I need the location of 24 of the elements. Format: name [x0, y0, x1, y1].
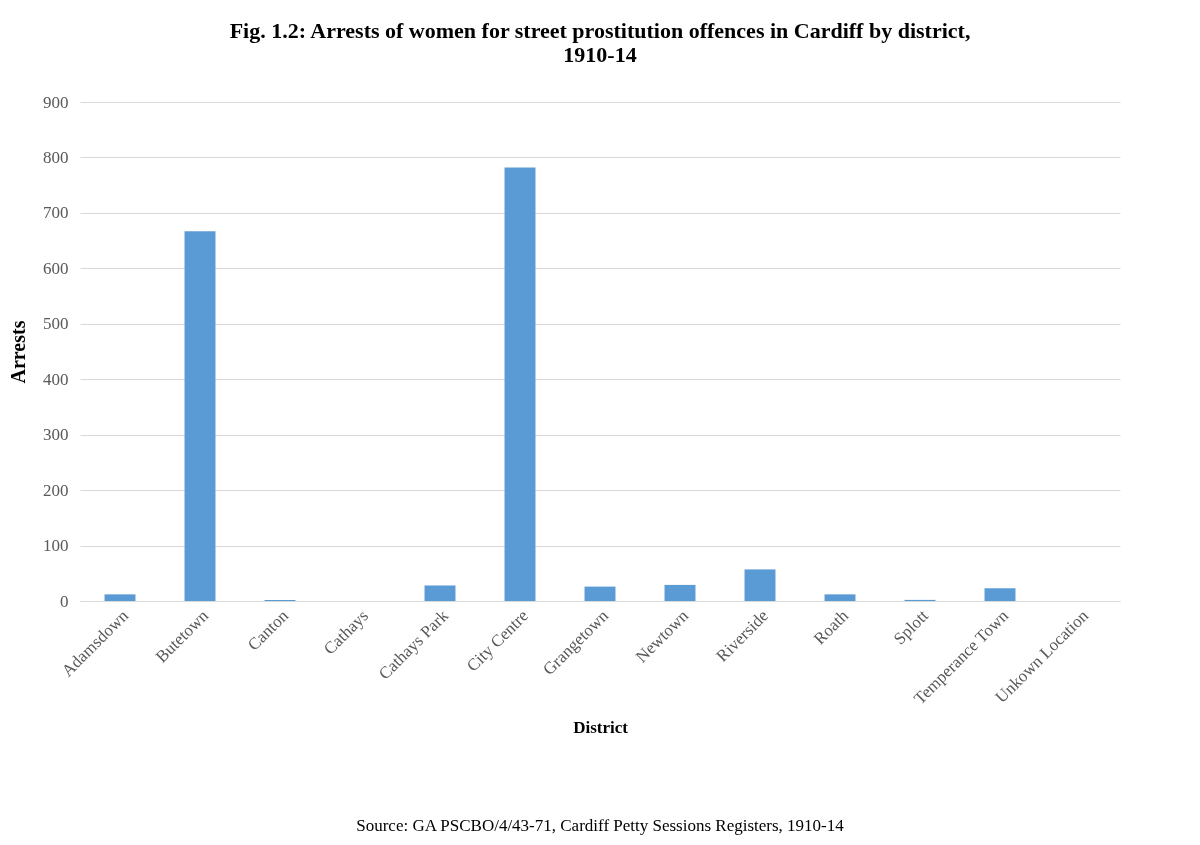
bar [104, 594, 136, 601]
y-tick-label: 400 [43, 369, 69, 389]
bar [984, 588, 1016, 601]
y-tick-label: 900 [43, 92, 69, 112]
bar [504, 167, 536, 601]
y-tick-label: 700 [43, 203, 69, 223]
bar [424, 585, 456, 601]
source-note: Source: GA PSCBO/4/43-71, Cardiff Petty Sessions Registers, 1910-14 [355, 816, 845, 836]
bar [184, 231, 216, 601]
bar [584, 586, 616, 601]
bar [744, 569, 776, 601]
text: Fig. 1.2: Arrests of women for street prostitution offences in Cardiff by district, [229, 18, 971, 43]
text: 1910-14 [563, 42, 637, 67]
y-tick-label: 100 [43, 536, 69, 556]
y-axis-title: Arrests [7, 320, 29, 384]
x-axis-title: District [573, 717, 629, 737]
y-tick-label: 300 [43, 425, 69, 445]
y-tick-label: 0 [60, 591, 69, 611]
bar [824, 594, 856, 601]
y-tick-label: 200 [43, 480, 69, 500]
y-tick-label: 800 [43, 147, 69, 167]
y-tick-label: 500 [43, 314, 69, 334]
bar [664, 584, 696, 601]
y-tick-label: 600 [43, 258, 69, 278]
